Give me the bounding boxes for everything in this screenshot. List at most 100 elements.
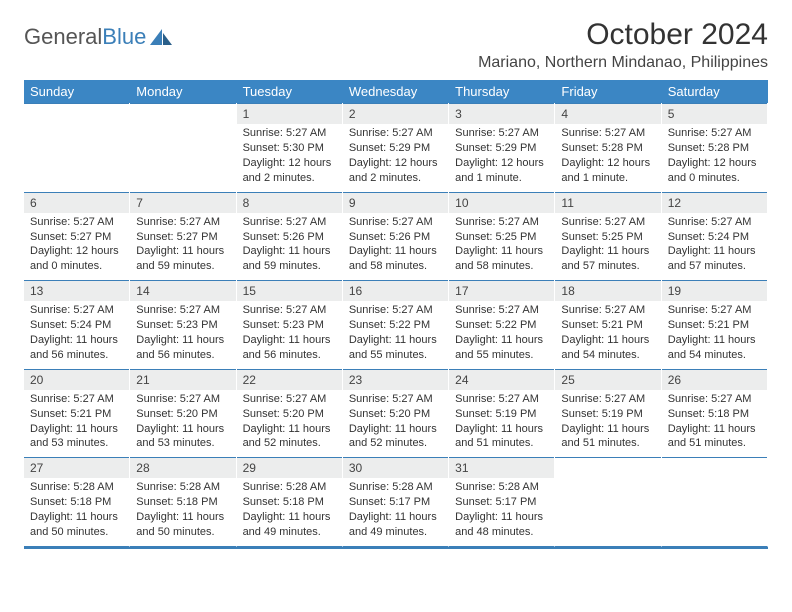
sunset-text: Sunset: 5:27 PM xyxy=(136,230,229,245)
day-cell: 6Sunrise: 5:27 AMSunset: 5:27 PMDaylight… xyxy=(24,192,130,281)
day-number: 11 xyxy=(555,192,660,213)
day-cell: 5Sunrise: 5:27 AMSunset: 5:28 PMDaylight… xyxy=(662,103,768,192)
day-number: 15 xyxy=(237,280,342,301)
logo-word-2: Blue xyxy=(102,24,146,49)
day-body: Sunrise: 5:27 AMSunset: 5:28 PMDaylight:… xyxy=(555,124,660,191)
day-cell: 19Sunrise: 5:27 AMSunset: 5:21 PMDayligh… xyxy=(662,280,768,369)
day-number: 16 xyxy=(343,280,448,301)
day-cell: 2Sunrise: 5:27 AMSunset: 5:29 PMDaylight… xyxy=(343,103,449,192)
day-number: 26 xyxy=(662,369,767,390)
sunrise-text: Sunrise: 5:27 AM xyxy=(136,303,229,318)
day-body: Sunrise: 5:28 AMSunset: 5:18 PMDaylight:… xyxy=(237,478,342,545)
day-cell: 29Sunrise: 5:28 AMSunset: 5:18 PMDayligh… xyxy=(237,457,343,547)
sunset-text: Sunset: 5:28 PM xyxy=(561,141,654,156)
daylight-text: Daylight: 11 hours and 57 minutes. xyxy=(561,244,654,274)
day-body: Sunrise: 5:27 AMSunset: 5:29 PMDaylight:… xyxy=(449,124,554,191)
day-body: Sunrise: 5:27 AMSunset: 5:25 PMDaylight:… xyxy=(449,213,554,280)
sunset-text: Sunset: 5:20 PM xyxy=(136,407,229,422)
weekday-thu: Thursday xyxy=(449,80,555,103)
sunrise-text: Sunrise: 5:27 AM xyxy=(455,126,548,141)
week-row: 6Sunrise: 5:27 AMSunset: 5:27 PMDaylight… xyxy=(24,192,768,281)
day-number: 30 xyxy=(343,457,448,478)
day-number xyxy=(662,457,767,462)
day-number: 27 xyxy=(24,457,129,478)
day-body: Sunrise: 5:27 AMSunset: 5:20 PMDaylight:… xyxy=(343,390,448,457)
day-number: 22 xyxy=(237,369,342,390)
daylight-text: Daylight: 11 hours and 53 minutes. xyxy=(136,422,229,452)
day-number: 6 xyxy=(24,192,129,213)
daylight-text: Daylight: 11 hours and 59 minutes. xyxy=(243,244,336,274)
sunrise-text: Sunrise: 5:27 AM xyxy=(349,215,442,230)
day-body: Sunrise: 5:27 AMSunset: 5:21 PMDaylight:… xyxy=(555,301,660,368)
day-number: 3 xyxy=(449,103,554,124)
week-row: 20Sunrise: 5:27 AMSunset: 5:21 PMDayligh… xyxy=(24,369,768,458)
day-number: 31 xyxy=(449,457,554,478)
day-number xyxy=(555,457,660,462)
sunrise-text: Sunrise: 5:28 AM xyxy=(243,480,336,495)
day-body: Sunrise: 5:27 AMSunset: 5:22 PMDaylight:… xyxy=(343,301,448,368)
title-block: October 2024 Mariano, Northern Mindanao,… xyxy=(478,18,768,72)
daylight-text: Daylight: 11 hours and 56 minutes. xyxy=(136,333,229,363)
day-cell: 10Sunrise: 5:27 AMSunset: 5:25 PMDayligh… xyxy=(449,192,555,281)
sunset-text: Sunset: 5:21 PM xyxy=(668,318,761,333)
daylight-text: Daylight: 11 hours and 56 minutes. xyxy=(243,333,336,363)
day-number: 28 xyxy=(130,457,235,478)
daylight-text: Daylight: 11 hours and 51 minutes. xyxy=(561,422,654,452)
logo: GeneralBlue xyxy=(24,24,172,50)
day-cell: 11Sunrise: 5:27 AMSunset: 5:25 PMDayligh… xyxy=(555,192,661,281)
sunset-text: Sunset: 5:26 PM xyxy=(243,230,336,245)
sunrise-text: Sunrise: 5:28 AM xyxy=(349,480,442,495)
day-number: 17 xyxy=(449,280,554,301)
daylight-text: Daylight: 12 hours and 0 minutes. xyxy=(30,244,123,274)
sunset-text: Sunset: 5:23 PM xyxy=(243,318,336,333)
day-body: Sunrise: 5:27 AMSunset: 5:18 PMDaylight:… xyxy=(662,390,767,457)
day-number: 18 xyxy=(555,280,660,301)
day-body: Sunrise: 5:28 AMSunset: 5:18 PMDaylight:… xyxy=(24,478,129,545)
sunset-text: Sunset: 5:29 PM xyxy=(455,141,548,156)
day-body: Sunrise: 5:27 AMSunset: 5:28 PMDaylight:… xyxy=(662,124,767,191)
logo-sail-icon xyxy=(150,29,172,45)
sunrise-text: Sunrise: 5:27 AM xyxy=(455,303,548,318)
sunset-text: Sunset: 5:22 PM xyxy=(455,318,548,333)
sunset-text: Sunset: 5:17 PM xyxy=(455,495,548,510)
day-body: Sunrise: 5:27 AMSunset: 5:21 PMDaylight:… xyxy=(24,390,129,457)
day-body: Sunrise: 5:27 AMSunset: 5:24 PMDaylight:… xyxy=(24,301,129,368)
calendar-page: GeneralBlue October 2024 Mariano, Northe… xyxy=(0,0,792,567)
day-number: 19 xyxy=(662,280,767,301)
day-body: Sunrise: 5:27 AMSunset: 5:20 PMDaylight:… xyxy=(130,390,235,457)
sunrise-text: Sunrise: 5:28 AM xyxy=(136,480,229,495)
day-cell: 22Sunrise: 5:27 AMSunset: 5:20 PMDayligh… xyxy=(237,369,343,458)
day-cell: 9Sunrise: 5:27 AMSunset: 5:26 PMDaylight… xyxy=(343,192,449,281)
sunrise-text: Sunrise: 5:27 AM xyxy=(561,303,654,318)
day-cell: 23Sunrise: 5:27 AMSunset: 5:20 PMDayligh… xyxy=(343,369,449,458)
day-number: 4 xyxy=(555,103,660,124)
day-cell: 27Sunrise: 5:28 AMSunset: 5:18 PMDayligh… xyxy=(24,457,130,547)
sunrise-text: Sunrise: 5:27 AM xyxy=(243,303,336,318)
sunset-text: Sunset: 5:19 PM xyxy=(561,407,654,422)
sunset-text: Sunset: 5:21 PM xyxy=(561,318,654,333)
day-cell: 18Sunrise: 5:27 AMSunset: 5:21 PMDayligh… xyxy=(555,280,661,369)
day-cell xyxy=(130,103,236,192)
daylight-text: Daylight: 11 hours and 59 minutes. xyxy=(136,244,229,274)
daylight-text: Daylight: 11 hours and 54 minutes. xyxy=(561,333,654,363)
weekday-header: Sunday Monday Tuesday Wednesday Thursday… xyxy=(24,80,768,103)
sunset-text: Sunset: 5:18 PM xyxy=(30,495,123,510)
logo-text: GeneralBlue xyxy=(24,24,146,50)
sunrise-text: Sunrise: 5:27 AM xyxy=(349,303,442,318)
day-body: Sunrise: 5:27 AMSunset: 5:25 PMDaylight:… xyxy=(555,213,660,280)
weekday-sat: Saturday xyxy=(662,80,768,103)
day-body: Sunrise: 5:27 AMSunset: 5:21 PMDaylight:… xyxy=(662,301,767,368)
day-number: 14 xyxy=(130,280,235,301)
day-cell: 4Sunrise: 5:27 AMSunset: 5:28 PMDaylight… xyxy=(555,103,661,192)
logo-word-1: General xyxy=(24,24,102,49)
sunrise-text: Sunrise: 5:27 AM xyxy=(30,215,123,230)
daylight-text: Daylight: 11 hours and 52 minutes. xyxy=(349,422,442,452)
day-cell: 25Sunrise: 5:27 AMSunset: 5:19 PMDayligh… xyxy=(555,369,661,458)
day-number: 1 xyxy=(237,103,342,124)
sunset-text: Sunset: 5:30 PM xyxy=(243,141,336,156)
daylight-text: Daylight: 12 hours and 1 minute. xyxy=(455,156,548,186)
day-number: 2 xyxy=(343,103,448,124)
day-body: Sunrise: 5:27 AMSunset: 5:24 PMDaylight:… xyxy=(662,213,767,280)
day-body: Sunrise: 5:27 AMSunset: 5:26 PMDaylight:… xyxy=(237,213,342,280)
day-body: Sunrise: 5:27 AMSunset: 5:19 PMDaylight:… xyxy=(555,390,660,457)
